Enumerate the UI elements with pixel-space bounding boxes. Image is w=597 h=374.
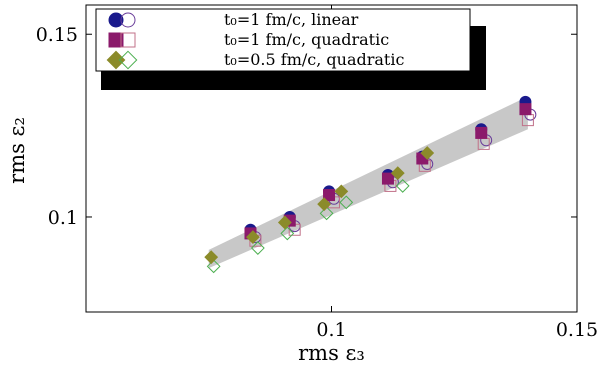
y-axis-label: rms ε₂ [5, 117, 29, 184]
data-point-diamond-open [339, 195, 354, 210]
legend-entry: t₀=0.5 fm/c, quadratic [224, 50, 404, 69]
y-tick-label: 0.15 [36, 24, 78, 46]
data-point-diamond-filled [334, 184, 349, 199]
legend-entry: t₀=1 fm/c, linear [224, 10, 359, 29]
data-point-square-filled [475, 126, 488, 139]
data-point-square-filled [381, 172, 394, 185]
data-point-diamond-filled [420, 146, 435, 160]
data-point-diamond-open [319, 206, 334, 221]
x-tick-label: 0.1 [316, 319, 346, 341]
data-point-square-filled [519, 103, 532, 116]
ticks-layer: 0.1 0.15 0.1 0.15 [36, 5, 597, 341]
points-layer [204, 95, 537, 274]
data-point-diamond-filled [246, 230, 260, 244]
x-tick-label: 0.15 [556, 319, 597, 341]
data-point-diamond-open [395, 179, 410, 193]
legend-circle-filled-icon [108, 12, 124, 28]
legend-circle-open-icon [120, 12, 136, 28]
data-point-diamond-open [206, 259, 221, 274]
data-point-diamond-filled [277, 215, 292, 230]
y-tick-label: 0.1 [48, 207, 78, 229]
data-point-diamond-filled [317, 197, 332, 212]
legend-box [95, 8, 471, 72]
data-point-diamond-open [250, 241, 265, 255]
data-point-diamond-filled [390, 166, 405, 181]
data-point-diamond-open [280, 226, 295, 241]
legend-square-filled-icon [108, 32, 124, 48]
legend-entry: t₀=1 fm/c, quadratic [224, 30, 389, 49]
data-point-square-filled [323, 189, 336, 202]
data-point-diamond-filled [204, 250, 219, 265]
x-axis-label: rms ε₃ [298, 341, 365, 365]
legend-diamond-open-icon [118, 50, 138, 70]
legend-square-open-icon [120, 32, 136, 48]
